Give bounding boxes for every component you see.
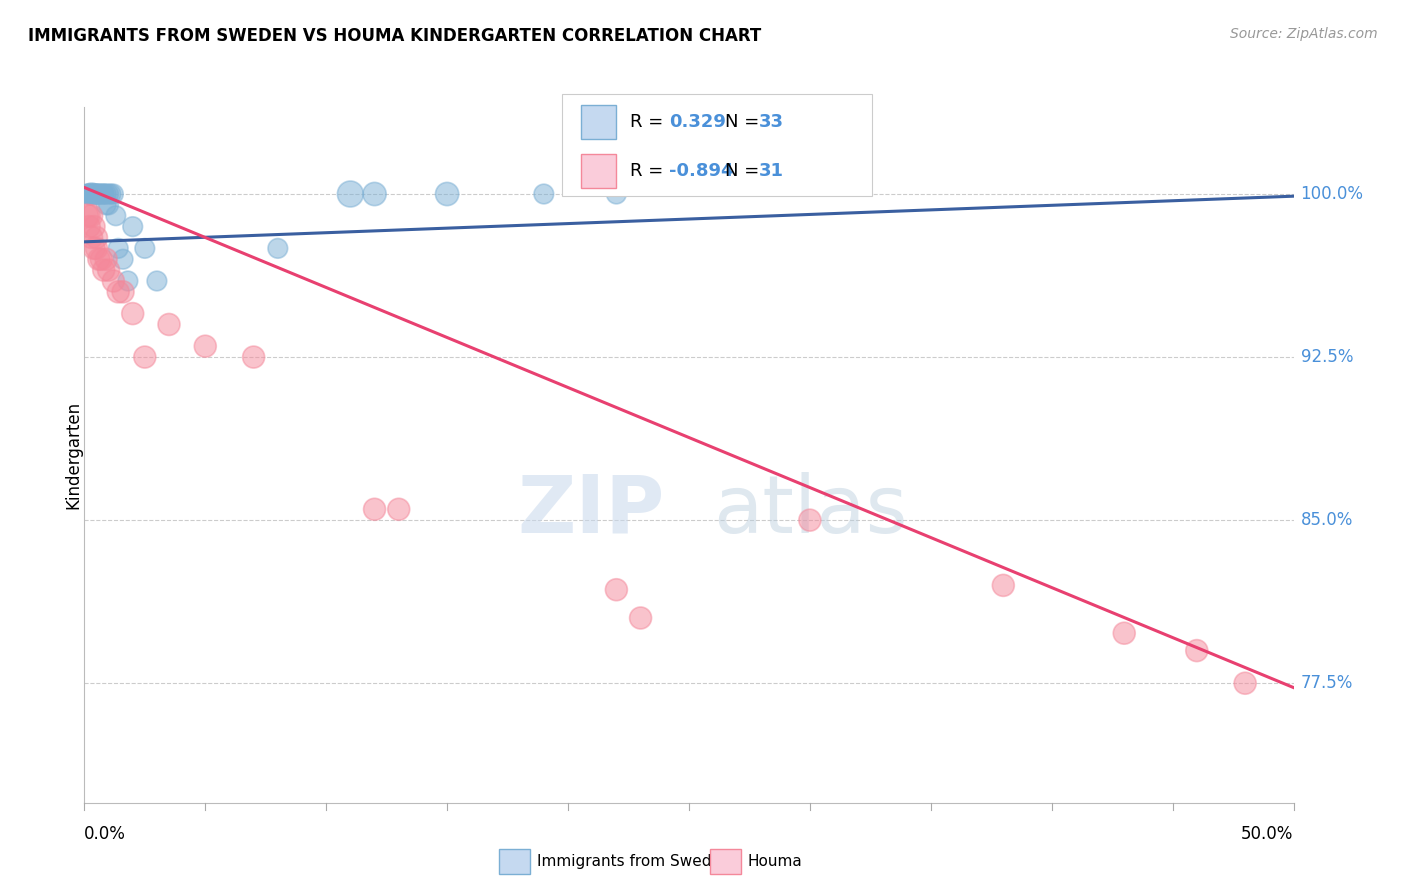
Point: [87, 252, 110, 267]
Point: [94, 198, 117, 212]
Point: [77, 187, 100, 202]
Point: [194, 339, 217, 353]
Point: [121, 307, 143, 321]
Text: 0.329: 0.329: [669, 113, 725, 131]
Point: [80, 187, 103, 202]
Point: [117, 274, 139, 288]
Text: 0.0%: 0.0%: [84, 825, 127, 843]
Text: IMMIGRANTS FROM SWEDEN VS HOUMA KINDERGARTEN CORRELATION CHART: IMMIGRANTS FROM SWEDEN VS HOUMA KINDERGA…: [28, 27, 762, 45]
Point: [121, 219, 143, 234]
Text: Houma: Houma: [748, 855, 803, 869]
Point: [93, 187, 115, 202]
Text: R =: R =: [630, 113, 669, 131]
Point: [134, 350, 156, 364]
Text: Source: ZipAtlas.com: Source: ZipAtlas.com: [1230, 27, 1378, 41]
Point: [605, 582, 627, 597]
Point: [134, 241, 156, 255]
Point: [93, 263, 115, 277]
Point: [605, 187, 627, 202]
Point: [436, 187, 458, 202]
Point: [630, 611, 652, 625]
Point: [94, 187, 117, 202]
Point: [388, 502, 411, 516]
Point: [100, 187, 122, 202]
Point: [533, 187, 555, 202]
Point: [363, 187, 385, 202]
Point: [107, 285, 129, 299]
Text: R =: R =: [630, 161, 669, 179]
Text: Immigrants from Sweden: Immigrants from Sweden: [537, 855, 731, 869]
Point: [97, 263, 120, 277]
Point: [104, 209, 127, 223]
Point: [97, 198, 120, 212]
Text: 92.5%: 92.5%: [1301, 348, 1353, 366]
Point: [87, 187, 110, 202]
Point: [267, 241, 290, 255]
Point: [86, 241, 108, 255]
Point: [103, 274, 125, 288]
Point: [157, 318, 180, 332]
Point: [1234, 676, 1257, 690]
Point: [93, 187, 115, 202]
Text: 85.0%: 85.0%: [1301, 511, 1353, 529]
Point: [87, 187, 110, 202]
Y-axis label: Kindergarten: Kindergarten: [65, 401, 82, 509]
Point: [77, 209, 100, 223]
Point: [242, 350, 264, 364]
Point: [799, 513, 821, 527]
Point: [90, 187, 112, 202]
Point: [993, 578, 1015, 592]
Point: [77, 219, 100, 234]
Point: [94, 252, 117, 267]
Point: [90, 252, 112, 267]
Text: 50.0%: 50.0%: [1241, 825, 1294, 843]
Point: [76, 209, 98, 223]
Text: 33: 33: [759, 113, 785, 131]
Point: [83, 187, 105, 202]
Point: [112, 252, 135, 267]
Point: [77, 187, 100, 202]
Point: [339, 187, 361, 202]
Point: [80, 230, 103, 244]
Point: [146, 274, 169, 288]
Point: [76, 187, 98, 202]
Point: [1185, 643, 1208, 657]
Point: [83, 187, 105, 202]
Point: [83, 241, 105, 255]
Point: [97, 187, 120, 202]
Point: [1114, 626, 1136, 640]
Text: 31: 31: [759, 161, 785, 179]
Text: ZIP: ZIP: [517, 472, 665, 549]
Point: [80, 187, 103, 202]
Point: [112, 285, 135, 299]
Point: [107, 241, 129, 255]
Point: [86, 187, 108, 202]
Text: 77.5%: 77.5%: [1301, 674, 1353, 692]
Text: 100.0%: 100.0%: [1301, 185, 1364, 203]
Text: N =: N =: [725, 161, 765, 179]
Point: [83, 219, 105, 234]
Point: [363, 502, 385, 516]
Point: [103, 187, 125, 202]
Point: [86, 187, 108, 202]
Text: N =: N =: [725, 113, 765, 131]
Point: [86, 230, 108, 244]
Text: -0.894: -0.894: [669, 161, 734, 179]
Text: atlas: atlas: [713, 472, 907, 549]
Point: [80, 209, 103, 223]
